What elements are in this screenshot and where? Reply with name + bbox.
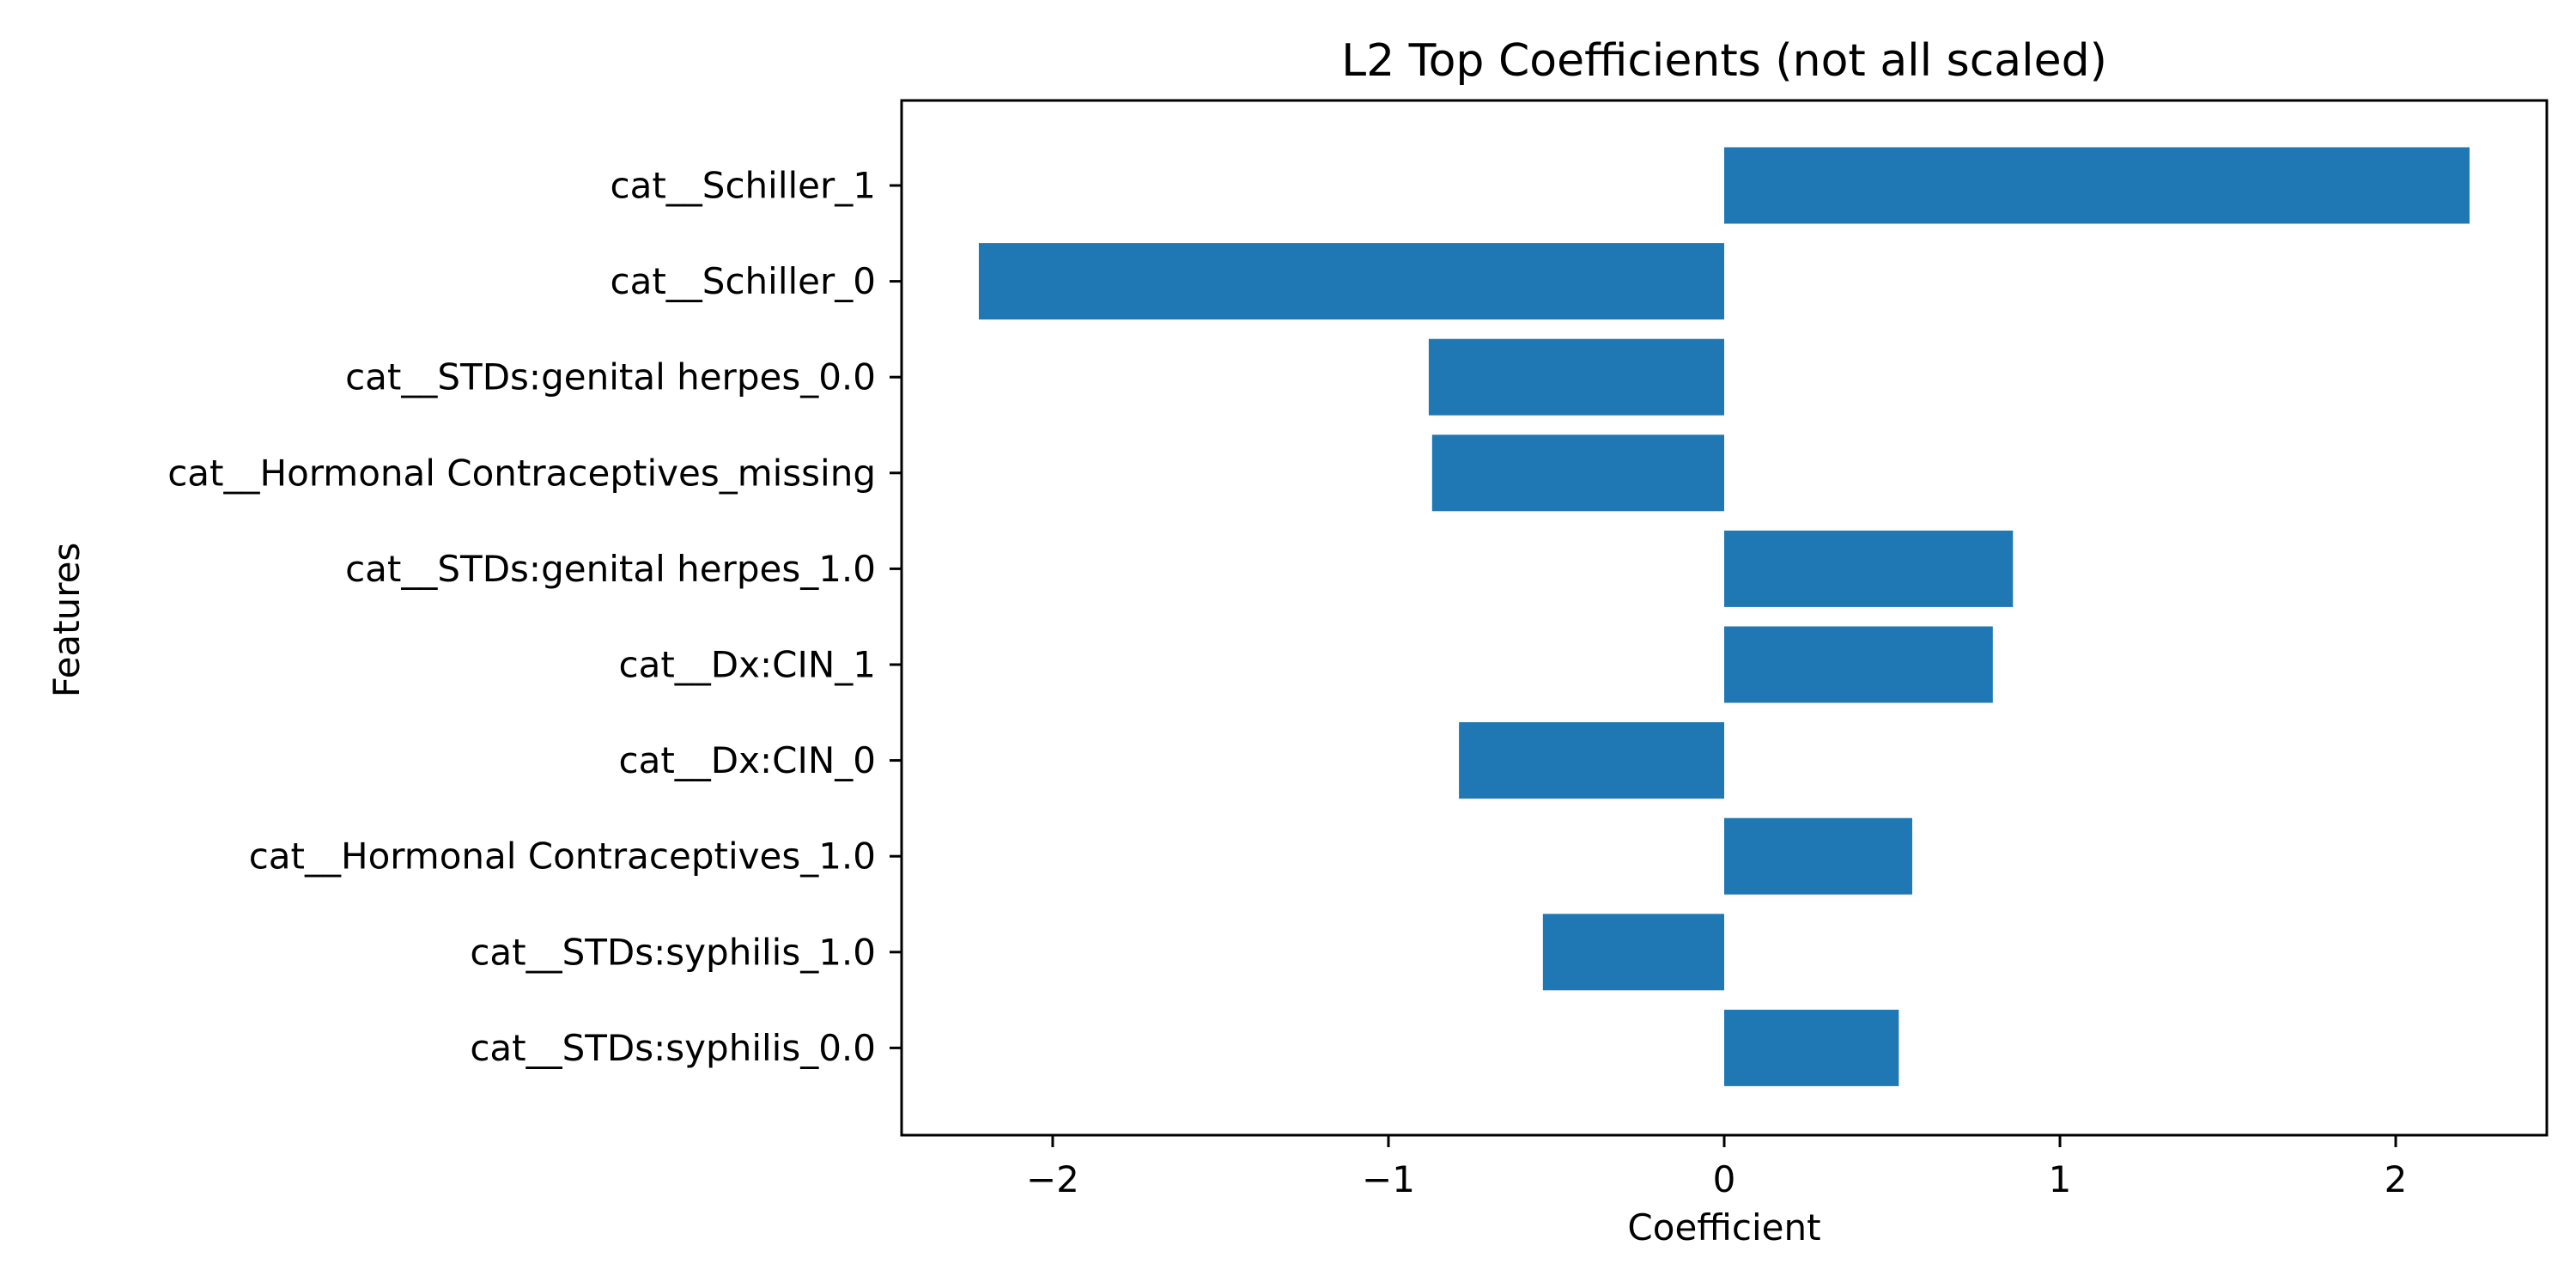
- y-tick-label: cat__Hormonal Contraceptives_1.0: [249, 835, 876, 878]
- x-axis-label: Coefficient: [1627, 1206, 1820, 1249]
- y-tick-label: cat__Schiller_1: [610, 165, 876, 207]
- x-tick-label: −2: [1026, 1158, 1079, 1200]
- y-tick-label: cat__Hormonal Contraceptives_missing: [167, 452, 876, 494]
- y-tick-label: cat__STDs:genital herpes_1.0: [345, 548, 876, 590]
- chart-title: L2 Top Coefficients (not all scaled): [1341, 35, 2107, 87]
- y-tick-label: cat__Schiller_0: [610, 260, 876, 302]
- bar: [1724, 817, 1912, 895]
- y-tick-label: cat__STDs:syphilis_0.0: [470, 1027, 876, 1069]
- x-tick-label: 1: [2049, 1158, 2072, 1200]
- y-axis-label: Features: [46, 543, 88, 698]
- y-tick-label: cat__Dx:CIN_1: [619, 644, 877, 686]
- bar: [1724, 626, 1993, 703]
- bar: [978, 243, 1724, 320]
- bar: [1724, 147, 2470, 224]
- y-tick-label: cat__Dx:CIN_0: [619, 739, 877, 781]
- bar: [1431, 434, 1724, 512]
- x-tick-label: −1: [1362, 1158, 1415, 1200]
- bars-layer: [978, 147, 2470, 1086]
- bar: [1459, 722, 1724, 799]
- bar: [1542, 914, 1724, 991]
- y-tick-label: cat__STDs:genital herpes_0.0: [345, 356, 876, 398]
- bar: [1724, 530, 2014, 607]
- x-tick-label: 0: [1713, 1158, 1736, 1200]
- y-ticks-layer: cat__Schiller_1 cat__Schiller_0 cat__STDs:…: [167, 165, 902, 1069]
- x-tick-label: 2: [2385, 1158, 2408, 1200]
- bar: [1428, 338, 1724, 416]
- y-tick-label: cat__STDs:syphilis_1.0: [470, 931, 876, 973]
- x-ticks-layer: −2 −1 0 1 2: [1026, 1135, 2407, 1200]
- bar: [1724, 1009, 1899, 1086]
